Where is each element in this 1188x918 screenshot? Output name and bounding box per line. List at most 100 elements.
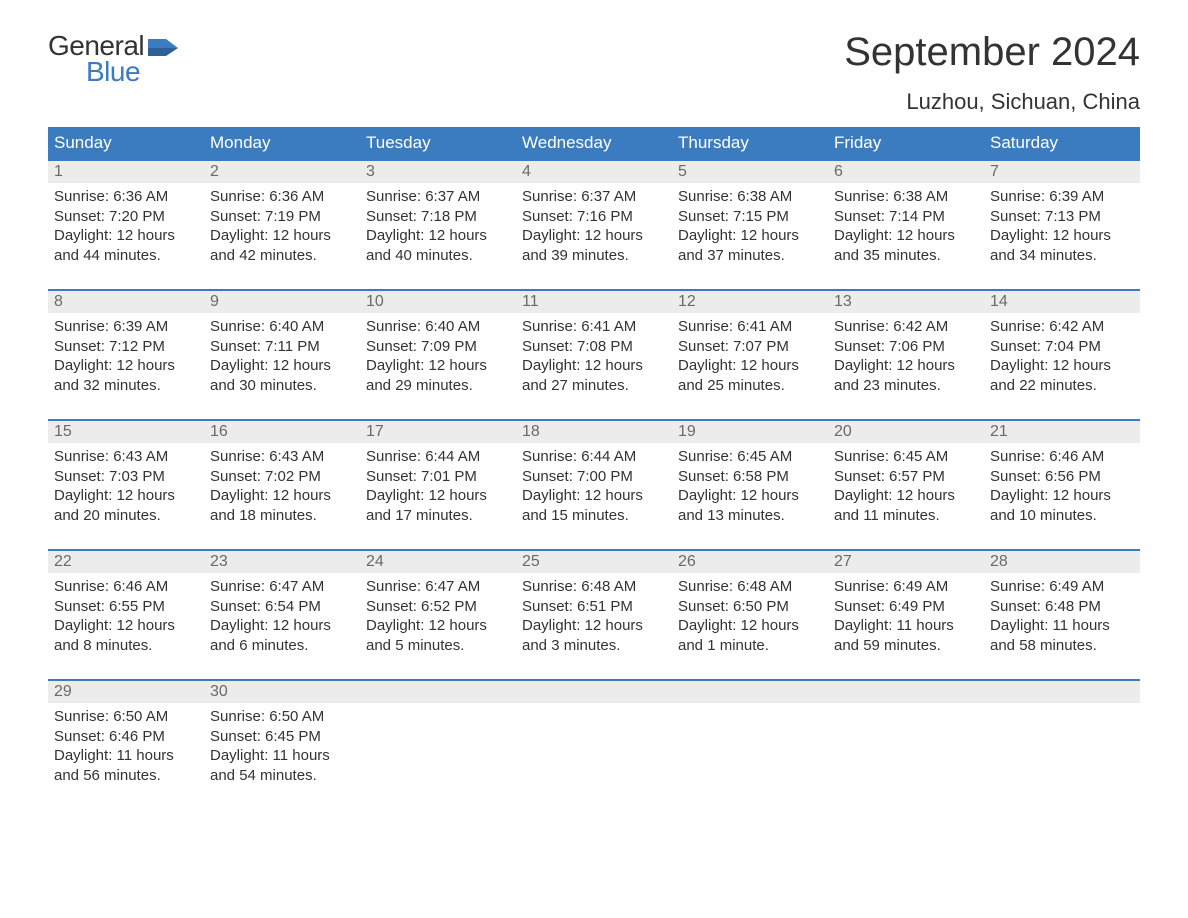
day-cell: Sunrise: 6:42 AMSunset: 7:06 PMDaylight:… <box>828 313 984 401</box>
day-number-row: 1234567 <box>48 161 1140 183</box>
day-number: 21 <box>984 421 1140 443</box>
sunset-line: Sunset: 7:14 PM <box>834 207 978 227</box>
weekday-header-cell: Tuesday <box>360 127 516 159</box>
sunset-line: Sunset: 6:46 PM <box>54 727 198 747</box>
day-number: 2 <box>204 161 360 183</box>
sunset-line: Sunset: 7:11 PM <box>210 337 354 357</box>
logo: General Blue <box>48 30 178 88</box>
sunrise-line: Sunrise: 6:43 AM <box>54 447 198 467</box>
daylight-line: Daylight: 11 hours and 58 minutes. <box>990 616 1134 655</box>
daylight-line: Daylight: 12 hours and 30 minutes. <box>210 356 354 395</box>
day-cell: Sunrise: 6:37 AMSunset: 7:16 PMDaylight:… <box>516 183 672 271</box>
day-number-row: 2930 <box>48 681 1140 703</box>
sunset-line: Sunset: 6:48 PM <box>990 597 1134 617</box>
day-number: 27 <box>828 551 984 573</box>
sunset-line: Sunset: 7:18 PM <box>366 207 510 227</box>
sunset-line: Sunset: 6:49 PM <box>834 597 978 617</box>
daylight-line: Daylight: 12 hours and 20 minutes. <box>54 486 198 525</box>
calendar-week: 15161718192021Sunrise: 6:43 AMSunset: 7:… <box>48 419 1140 531</box>
sunset-line: Sunset: 7:01 PM <box>366 467 510 487</box>
day-number <box>672 681 828 703</box>
day-cell <box>984 703 1140 791</box>
sunrise-line: Sunrise: 6:49 AM <box>990 577 1134 597</box>
flag-icon <box>148 36 178 56</box>
daylight-line: Daylight: 12 hours and 39 minutes. <box>522 226 666 265</box>
day-cell: Sunrise: 6:40 AMSunset: 7:09 PMDaylight:… <box>360 313 516 401</box>
weekday-header-cell: Saturday <box>984 127 1140 159</box>
day-cell: Sunrise: 6:38 AMSunset: 7:15 PMDaylight:… <box>672 183 828 271</box>
daylight-line: Daylight: 12 hours and 27 minutes. <box>522 356 666 395</box>
day-number <box>984 681 1140 703</box>
day-number: 19 <box>672 421 828 443</box>
day-number: 22 <box>48 551 204 573</box>
weekday-header-cell: Thursday <box>672 127 828 159</box>
sunset-line: Sunset: 7:04 PM <box>990 337 1134 357</box>
day-number: 24 <box>360 551 516 573</box>
day-cell: Sunrise: 6:46 AMSunset: 6:55 PMDaylight:… <box>48 573 204 661</box>
sunrise-line: Sunrise: 6:47 AM <box>366 577 510 597</box>
header: General Blue September 2024 Luzhou, Sich… <box>48 30 1140 115</box>
day-cell: Sunrise: 6:36 AMSunset: 7:19 PMDaylight:… <box>204 183 360 271</box>
weekday-header-cell: Sunday <box>48 127 204 159</box>
sunset-line: Sunset: 6:57 PM <box>834 467 978 487</box>
sunrise-line: Sunrise: 6:48 AM <box>522 577 666 597</box>
day-cell: Sunrise: 6:44 AMSunset: 7:01 PMDaylight:… <box>360 443 516 531</box>
day-number: 7 <box>984 161 1140 183</box>
daylight-line: Daylight: 12 hours and 8 minutes. <box>54 616 198 655</box>
day-number: 25 <box>516 551 672 573</box>
sunset-line: Sunset: 6:52 PM <box>366 597 510 617</box>
day-cell: Sunrise: 6:39 AMSunset: 7:13 PMDaylight:… <box>984 183 1140 271</box>
sunrise-line: Sunrise: 6:50 AM <box>210 707 354 727</box>
sunset-line: Sunset: 6:56 PM <box>990 467 1134 487</box>
daylight-line: Daylight: 12 hours and 1 minute. <box>678 616 822 655</box>
day-cell: Sunrise: 6:49 AMSunset: 6:48 PMDaylight:… <box>984 573 1140 661</box>
daylight-line: Daylight: 11 hours and 56 minutes. <box>54 746 198 785</box>
day-cell: Sunrise: 6:50 AMSunset: 6:46 PMDaylight:… <box>48 703 204 791</box>
weekday-header-cell: Friday <box>828 127 984 159</box>
sunset-line: Sunset: 7:09 PM <box>366 337 510 357</box>
sunrise-line: Sunrise: 6:37 AM <box>366 187 510 207</box>
day-cell: Sunrise: 6:50 AMSunset: 6:45 PMDaylight:… <box>204 703 360 791</box>
day-number-row: 22232425262728 <box>48 551 1140 573</box>
daylight-line: Daylight: 12 hours and 5 minutes. <box>366 616 510 655</box>
day-number: 30 <box>204 681 360 703</box>
sunrise-line: Sunrise: 6:46 AM <box>54 577 198 597</box>
daylight-line: Daylight: 11 hours and 54 minutes. <box>210 746 354 785</box>
daylight-line: Daylight: 12 hours and 10 minutes. <box>990 486 1134 525</box>
daylight-line: Daylight: 11 hours and 59 minutes. <box>834 616 978 655</box>
sunrise-line: Sunrise: 6:44 AM <box>522 447 666 467</box>
sunrise-line: Sunrise: 6:48 AM <box>678 577 822 597</box>
day-number: 9 <box>204 291 360 313</box>
sunrise-line: Sunrise: 6:40 AM <box>366 317 510 337</box>
day-cell <box>672 703 828 791</box>
day-cell: Sunrise: 6:49 AMSunset: 6:49 PMDaylight:… <box>828 573 984 661</box>
day-number: 26 <box>672 551 828 573</box>
day-cell <box>828 703 984 791</box>
sunset-line: Sunset: 7:00 PM <box>522 467 666 487</box>
sunset-line: Sunset: 7:06 PM <box>834 337 978 357</box>
location-label: Luzhou, Sichuan, China <box>844 89 1140 115</box>
sunrise-line: Sunrise: 6:50 AM <box>54 707 198 727</box>
sunset-line: Sunset: 6:45 PM <box>210 727 354 747</box>
day-cell: Sunrise: 6:47 AMSunset: 6:52 PMDaylight:… <box>360 573 516 661</box>
sunrise-line: Sunrise: 6:40 AM <box>210 317 354 337</box>
daylight-line: Daylight: 12 hours and 35 minutes. <box>834 226 978 265</box>
day-number: 29 <box>48 681 204 703</box>
logo-text-blue: Blue <box>86 56 178 88</box>
day-cell: Sunrise: 6:41 AMSunset: 7:08 PMDaylight:… <box>516 313 672 401</box>
sunrise-line: Sunrise: 6:37 AM <box>522 187 666 207</box>
day-cell <box>516 703 672 791</box>
sunset-line: Sunset: 7:19 PM <box>210 207 354 227</box>
title-block: September 2024 Luzhou, Sichuan, China <box>844 30 1140 115</box>
sunrise-line: Sunrise: 6:41 AM <box>522 317 666 337</box>
day-number: 4 <box>516 161 672 183</box>
day-cell <box>360 703 516 791</box>
sunset-line: Sunset: 7:15 PM <box>678 207 822 227</box>
day-cell: Sunrise: 6:38 AMSunset: 7:14 PMDaylight:… <box>828 183 984 271</box>
day-number: 11 <box>516 291 672 313</box>
daylight-line: Daylight: 12 hours and 22 minutes. <box>990 356 1134 395</box>
day-number: 10 <box>360 291 516 313</box>
day-number: 23 <box>204 551 360 573</box>
sunrise-line: Sunrise: 6:39 AM <box>990 187 1134 207</box>
sunset-line: Sunset: 7:13 PM <box>990 207 1134 227</box>
